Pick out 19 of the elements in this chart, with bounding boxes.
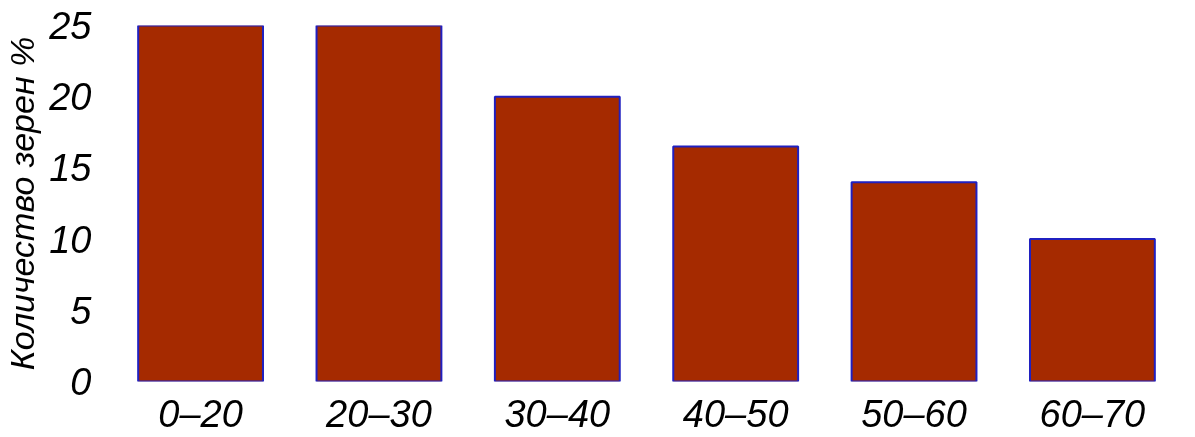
y-tick-label: 5	[70, 289, 93, 332]
bar	[137, 25, 265, 382]
x-tick-label: 60–70	[1039, 392, 1146, 435]
bar	[315, 25, 443, 382]
x-tick-label: 40–50	[682, 392, 789, 435]
y-tick-label: 10	[49, 218, 92, 261]
y-tick-label: 25	[48, 5, 93, 47]
bar	[1028, 238, 1156, 382]
bar	[850, 181, 978, 382]
x-tick-label: 50–60	[861, 392, 967, 435]
bar	[672, 145, 800, 382]
x-tick-label: 20–30	[325, 392, 432, 435]
x-tick-label: 0–20	[158, 392, 243, 435]
y-tick-label: 20	[48, 76, 92, 119]
y-tick-label: 15	[49, 147, 93, 190]
bar	[493, 95, 621, 382]
y-tick-label: 0	[70, 361, 92, 403]
x-tick-label: 30–40	[504, 392, 611, 435]
y-axis-title: Количество зерен %	[3, 36, 42, 371]
